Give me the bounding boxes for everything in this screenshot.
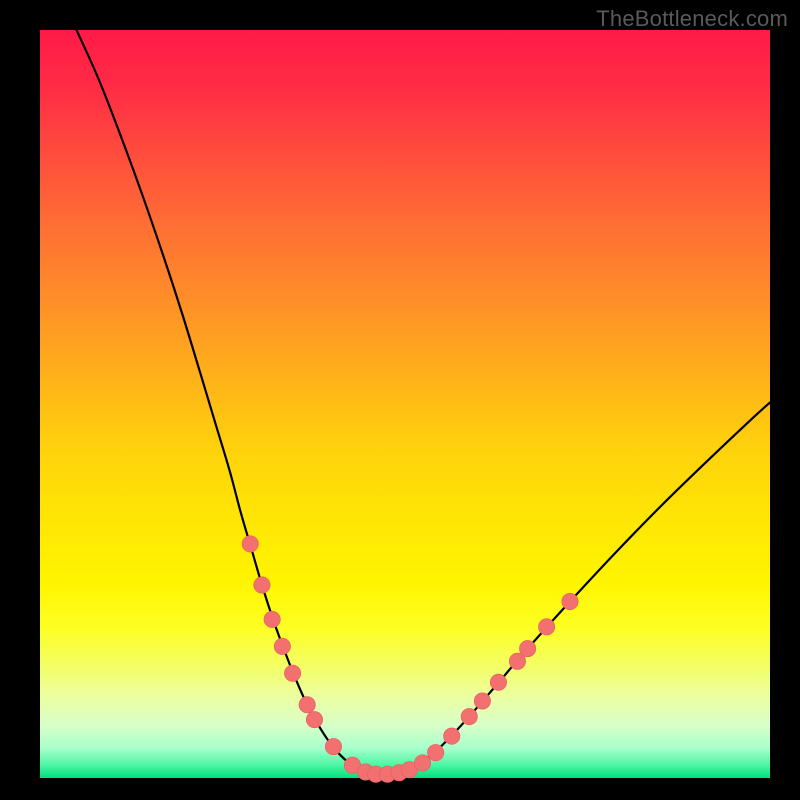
- data-marker: [538, 619, 554, 635]
- bottleneck-chart: [0, 0, 800, 800]
- data-marker: [474, 693, 490, 709]
- data-marker: [461, 708, 477, 724]
- data-marker: [242, 536, 258, 552]
- data-marker: [562, 593, 578, 609]
- data-marker: [254, 577, 270, 593]
- data-marker: [490, 674, 506, 690]
- data-marker: [444, 728, 460, 744]
- data-marker: [519, 640, 535, 656]
- data-marker: [264, 611, 280, 627]
- data-marker: [414, 755, 430, 771]
- data-marker: [299, 697, 315, 713]
- data-marker: [274, 638, 290, 654]
- plot-background: [40, 30, 770, 778]
- data-marker: [325, 738, 341, 754]
- watermark-label: TheBottleneck.com: [596, 6, 788, 32]
- data-marker: [427, 744, 443, 760]
- data-marker: [284, 665, 300, 681]
- data-marker: [306, 711, 322, 727]
